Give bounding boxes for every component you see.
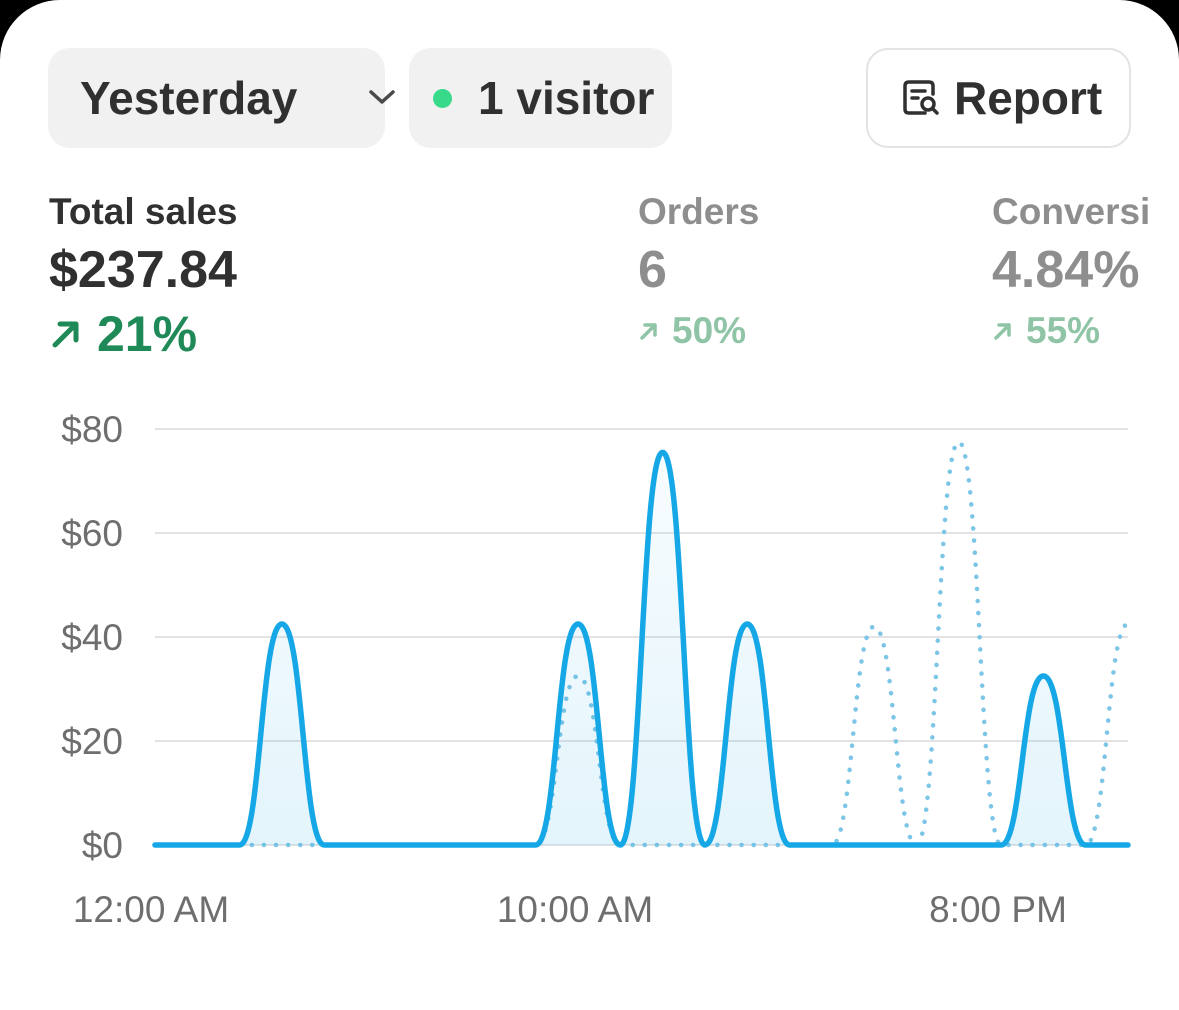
metric-conversion[interactable]: Conversi 4.84% 55% [992, 188, 1150, 354]
date-range-selector[interactable]: Yesterday [48, 48, 395, 148]
arrow-up-right-icon [52, 321, 79, 348]
x-tick-label: 12:00 AM [73, 889, 229, 930]
metric-orders[interactable]: Orders 6 50% [638, 188, 759, 354]
x-tick-label: 10:00 AM [497, 889, 653, 930]
metric-label: Orders [638, 191, 760, 232]
metric-change: 21% [49, 304, 238, 364]
chevron-down-icon [369, 90, 395, 104]
live-visitors-badge[interactable]: 1 visitor [409, 48, 672, 148]
chart-y-axis: $0 $20 $40 $60 $80 [61, 409, 123, 866]
metric-change-value: 55% [1026, 310, 1101, 351]
report-label: Report [954, 72, 1103, 124]
metric-change-value: 21% [97, 306, 198, 362]
arrow-up-right-icon [640, 323, 657, 340]
report-search-icon [903, 80, 939, 115]
chart-x-axis: 12:00 AM 10:00 AM 8:00 PM [73, 889, 1067, 930]
date-range-label: Yesterday [80, 72, 298, 124]
chart-series [152, 439, 1131, 848]
sales-chart[interactable]: $0 $20 $40 $60 $80 12:00 AM 10:00 AM 8:00 PM [0, 390, 1179, 970]
live-dot-icon [433, 88, 452, 108]
live-visitors-label: 1 visitor [478, 72, 655, 124]
report-button[interactable]: Report [866, 48, 1131, 148]
series-line-current [152, 449, 1131, 848]
metric-label: Conversi [992, 191, 1151, 232]
y-tick-label: $40 [61, 617, 123, 658]
y-tick-label: $0 [82, 825, 123, 866]
metric-value: $237.84 [49, 241, 237, 299]
metric-value: 4.84% [992, 241, 1140, 299]
metric-change-value: 50% [672, 310, 747, 351]
y-tick-label: $60 [61, 513, 123, 554]
x-tick-label: 8:00 PM [929, 889, 1067, 930]
metric-label: Total sales [49, 191, 238, 232]
metric-change: 50% [638, 308, 759, 354]
metric-change: 55% [992, 308, 1150, 354]
y-tick-label: $20 [61, 721, 123, 762]
y-tick-label: $80 [61, 409, 123, 450]
metric-value: 6 [638, 241, 667, 299]
metric-total-sales[interactable]: Total sales $237.84 21% [49, 188, 238, 364]
arrow-up-right-icon [994, 323, 1011, 340]
